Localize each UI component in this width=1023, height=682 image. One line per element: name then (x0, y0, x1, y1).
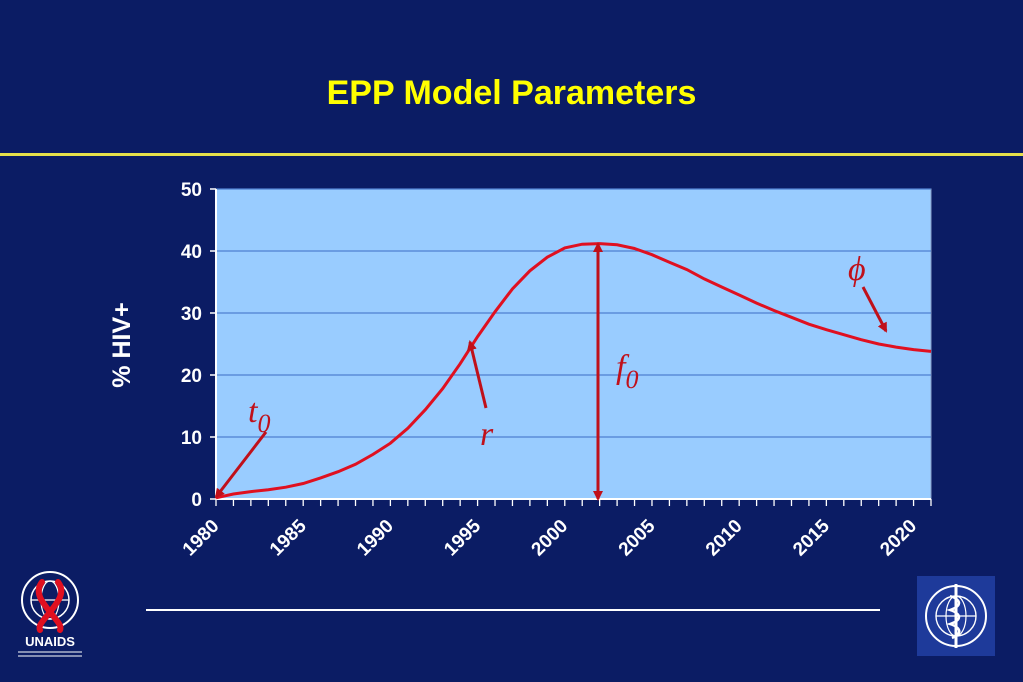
who-logo (917, 576, 995, 656)
y-tick-labels: 0 10 20 30 40 50 (181, 180, 216, 511)
series-line (215, 242, 932, 500)
r-arrow (467, 340, 488, 409)
x-tick-label: 2020 (876, 516, 921, 561)
svg-text:UNAIDS: UNAIDS (25, 634, 75, 649)
x-tick-label: 2005 (615, 515, 660, 560)
axes (215, 189, 932, 506)
x-tick-labels: 1980 1985 1990 1995 2000 2005 2010 2015 2020 (179, 515, 921, 560)
t0-arrow (214, 431, 268, 499)
y-tick-label: 20 (181, 366, 202, 387)
x-tick-label: 1990 (353, 516, 398, 561)
x-tick-label: 1985 (266, 515, 311, 560)
x-tick-label: 1980 (179, 516, 224, 561)
y-tick-label: 50 (181, 180, 202, 201)
y-tick-label: 0 (191, 490, 202, 511)
x-tick-label: 2015 (789, 515, 834, 560)
r-label: r (480, 416, 494, 453)
y-tick-label: 10 (181, 428, 202, 449)
y-tick-label: 40 (181, 242, 202, 263)
x-tick-label: 2010 (702, 516, 747, 561)
x-tick-label: 2000 (528, 516, 573, 561)
plot-area (215, 188, 932, 500)
footer-divider (146, 609, 880, 611)
unaids-logo: UNAIDS (16, 571, 84, 657)
y-tick-label: 30 (181, 304, 202, 325)
gridlines (216, 188, 931, 438)
x-tick-label: 1995 (440, 515, 485, 560)
phi-arrow (861, 286, 888, 333)
t0-label: t0 (248, 393, 270, 438)
title-divider (0, 153, 1023, 156)
y-axis-label: % HIV+ (108, 302, 136, 387)
phi-label: ϕ (848, 251, 866, 288)
slide-title: EPP Model Parameters (326, 74, 697, 112)
